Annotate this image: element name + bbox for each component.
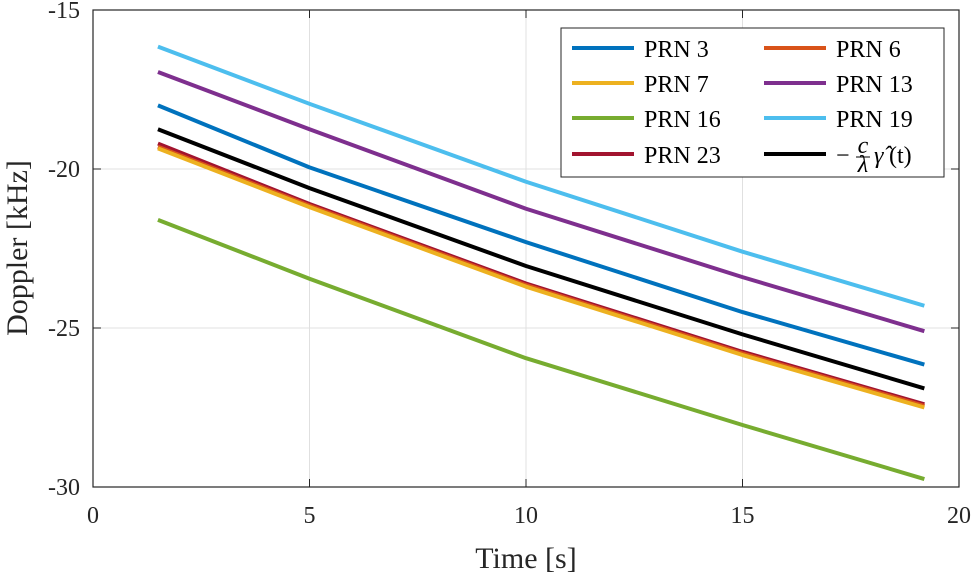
x-tick-label: 20	[947, 503, 971, 529]
series-line-prn-13	[157, 70, 925, 334]
legend-label-estimate-lambda: λ	[857, 152, 868, 178]
legend-entries: PRN 3 PRN 6 PRN 7 PRN 13 PRN 16 PRN 19 PRN 23	[572, 37, 913, 169]
series-line-black	[157, 127, 925, 391]
legend-label-prn-19: PRN 19	[836, 107, 913, 133]
y-tick-label: -15	[48, 0, 80, 24]
y-tick-label: -25	[48, 316, 80, 342]
series-line-prn-16	[157, 218, 925, 481]
legend-label-prn-7: PRN 7	[644, 72, 709, 98]
x-tick-label: 5	[304, 503, 316, 529]
y-tick-label: -20	[48, 157, 80, 183]
legend-label-estimate-c: c	[858, 133, 869, 159]
legend-label-prn-3: PRN 3	[644, 37, 709, 63]
series-lines	[157, 44, 925, 481]
legend-label-prn-6: PRN 6	[836, 37, 901, 63]
legend-label-prn-16: PRN 16	[644, 107, 721, 133]
series-line-prn-3	[157, 103, 925, 367]
legend-label-prn-13: PRN 13	[836, 72, 913, 98]
legend-label-prn-23: PRN 23	[644, 143, 721, 169]
legend-label-estimate-minus: −	[836, 143, 850, 169]
series-line-prn-7	[157, 146, 925, 410]
series-line-prn-19	[157, 44, 925, 308]
legend-label-estimate-arg: (t)	[889, 143, 912, 169]
x-tick-label: 10	[514, 503, 538, 529]
y-axis-label: Doppler [kHz]	[1, 160, 34, 336]
x-tick-label: 0	[87, 503, 99, 529]
x-tick-label: 15	[731, 503, 755, 529]
legend-entry-estimate: − c λ γ̂ (t)	[764, 133, 912, 178]
y-tick-label: -30	[48, 475, 80, 501]
axis-ticks: 0 5 10 15 20 -30 -25 -20 -15	[48, 0, 971, 529]
x-axis-label: Time [s]	[475, 542, 576, 575]
